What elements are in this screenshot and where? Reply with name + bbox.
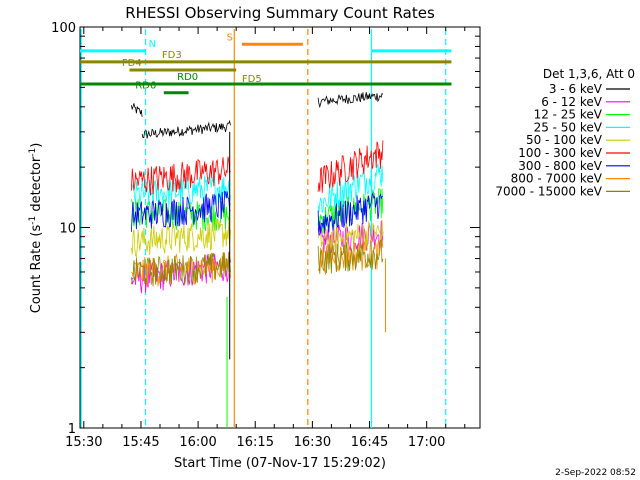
flag-label: FD3 <box>162 50 182 61</box>
series-line <box>131 140 384 196</box>
x-tick-label: 15:45 <box>122 435 159 450</box>
legend-label: 6 - 12 keV <box>541 95 603 109</box>
y-tick-label: 1 <box>68 422 76 437</box>
series-line <box>131 190 383 236</box>
y-axis-label: Count Rate (s-1 detector-1) <box>28 143 44 314</box>
x-axis-label: Start Time (07-Nov-17 15:29:02) <box>174 456 386 471</box>
x-tick-label: 16:30 <box>294 435 331 450</box>
footer-timestamp: 2-Sep-2022 08:52 <box>555 468 636 478</box>
legend-label: 800 - 7000 keV <box>511 172 603 186</box>
series-line <box>131 239 384 287</box>
legend-label: 12 - 25 keV <box>534 108 603 122</box>
y-axis-ticks: 1 10 100 <box>51 21 480 437</box>
flag-label: S <box>227 32 233 43</box>
x-tick-label: 15:30 <box>65 435 102 450</box>
x-tick-label: 17:00 <box>408 435 445 450</box>
flag-label: N <box>149 39 156 50</box>
x-tick-label: 16:00 <box>179 435 216 450</box>
legend-label: 3 - 6 keV <box>549 82 603 96</box>
x-tick-label: 16:15 <box>237 435 274 450</box>
legend-title: Det 1,3,6, Att 0 <box>543 67 635 81</box>
flag-label: RD6 <box>135 81 156 92</box>
flag-label: FD5 <box>242 74 262 85</box>
x-tick-label: 16:45 <box>351 435 388 450</box>
legend-label: 300 - 800 keV <box>518 159 602 173</box>
legend-label: 50 - 100 keV <box>526 133 603 147</box>
flag-bars: N S FD3 FD4 FD5 RD0 RD6 <box>80 32 452 95</box>
series-line <box>131 219 384 259</box>
flag-label: FD4 <box>122 58 142 69</box>
y-tick-label: 10 <box>59 222 76 237</box>
legend-label: 100 - 300 keV <box>518 146 602 160</box>
legend-label: 25 - 50 keV <box>534 120 603 134</box>
y-tick-label: 100 <box>51 21 76 36</box>
legend-label: 7000 - 15000 keV <box>495 184 602 198</box>
chart-title: RHESSI Observing Summary Count Rates <box>125 4 435 22</box>
flag-label: RD0 <box>177 72 198 83</box>
series-lines <box>131 92 387 428</box>
x-axis-ticks: 15:30 15:45 16:00 16:15 16:30 16:45 17:00 <box>65 27 466 450</box>
series-line <box>131 92 384 139</box>
